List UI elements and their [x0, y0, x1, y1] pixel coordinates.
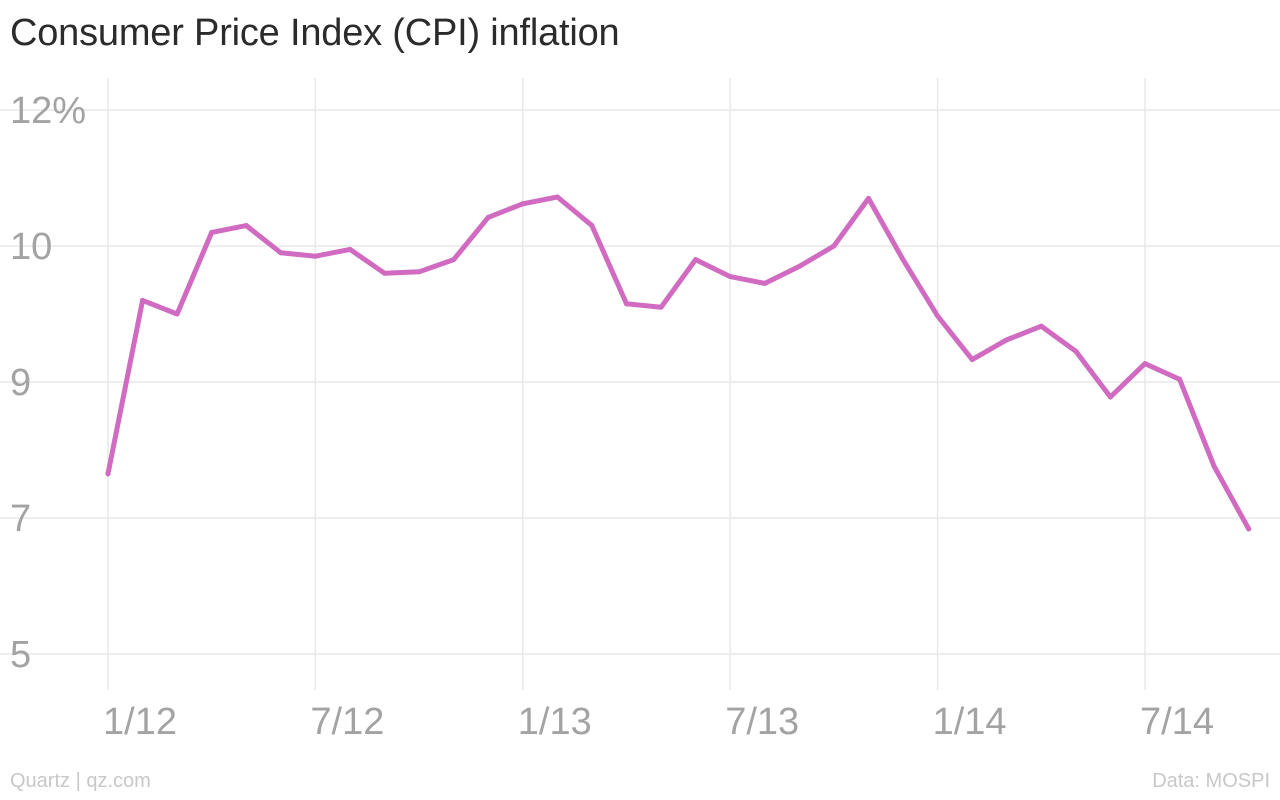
y-tick-label: 7 — [10, 498, 31, 540]
data-point — [105, 471, 111, 477]
data-point — [174, 311, 180, 317]
x-tick-label: 1/13 — [518, 701, 592, 743]
footer-source: Data: MOSPI — [1152, 770, 1270, 792]
y-tick-label: 5 — [10, 634, 31, 676]
y-tick-label: 10 — [10, 226, 52, 268]
series-layer — [105, 194, 1252, 532]
data-point — [727, 274, 733, 280]
data-point — [1246, 526, 1252, 532]
data-point — [589, 223, 595, 229]
data-point — [1107, 394, 1113, 400]
x-tick-label: 1/12 — [103, 701, 177, 743]
data-point — [1038, 323, 1044, 329]
x-tick-label: 7/14 — [1140, 701, 1214, 743]
x-tick-label: 7/13 — [725, 701, 799, 743]
data-point — [451, 257, 457, 263]
data-point — [1073, 348, 1079, 354]
cpi-series-line — [105, 194, 1252, 532]
data-point — [1211, 463, 1217, 469]
data-point — [140, 297, 146, 303]
chart-title: Consumer Price Index (CPI) inflation — [10, 12, 620, 54]
data-point — [624, 301, 629, 307]
data-point — [796, 263, 802, 269]
data-point — [382, 270, 387, 276]
data-point — [935, 313, 941, 319]
data-point — [658, 304, 664, 310]
y-tick-label: 12% — [10, 90, 86, 132]
data-point — [209, 229, 215, 235]
data-point — [554, 194, 560, 200]
data-point — [762, 280, 768, 286]
data-point — [831, 243, 837, 249]
data-point — [416, 269, 422, 275]
data-point — [1004, 337, 1010, 343]
data-point — [520, 201, 526, 207]
footer-credit: Quartz | qz.com — [10, 770, 151, 792]
data-point — [243, 223, 249, 229]
x-tick-label: 7/12 — [310, 701, 384, 743]
data-point — [485, 214, 491, 220]
x-tick-label: 1/14 — [933, 701, 1007, 743]
data-point — [1142, 361, 1148, 367]
y-tick-label: 9 — [10, 362, 31, 404]
data-point — [900, 257, 906, 263]
data-point — [866, 195, 871, 201]
data-point — [347, 246, 353, 252]
data-point — [278, 250, 284, 256]
grid-layer — [0, 78, 1280, 690]
data-point — [693, 257, 699, 263]
data-point — [1177, 376, 1183, 382]
data-point — [969, 357, 975, 363]
data-point — [312, 253, 318, 259]
label-layer: 12% 10 9 7 5 1/12 7/12 1/13 7/13 1/14 7/14 — [10, 90, 1214, 743]
